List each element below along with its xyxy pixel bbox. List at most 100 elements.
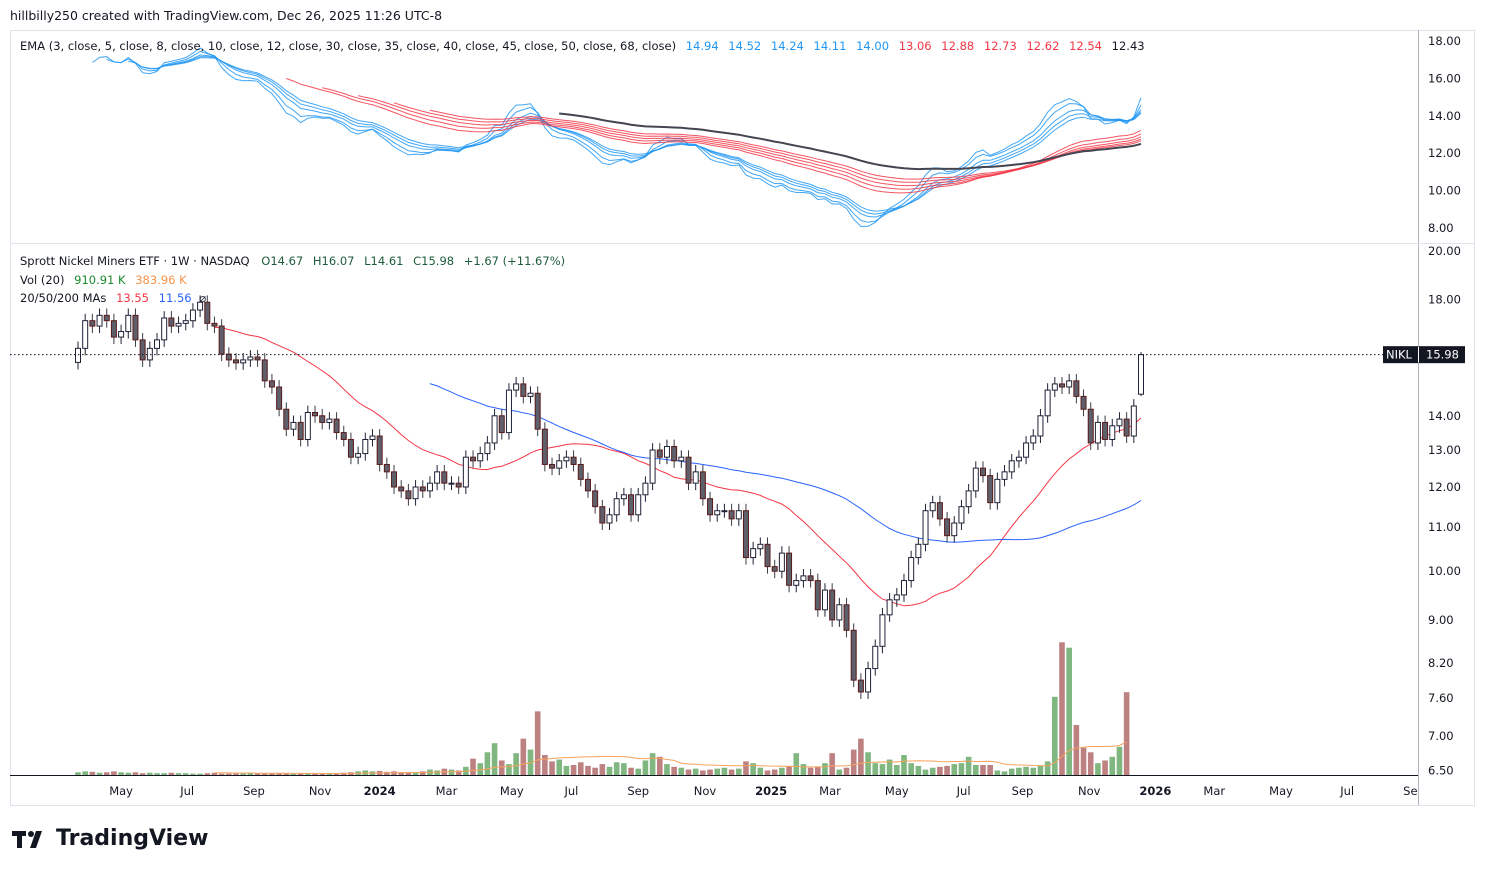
hidden-ma-icon[interactable]: ⌀	[199, 291, 206, 305]
symbol-legend[interactable]: Sprott Nickel Miners ETF · 1W · NASDAQ O…	[20, 254, 565, 268]
volume-bar	[498, 760, 505, 775]
volume-bar	[269, 773, 275, 775]
ema-value: 14.11	[814, 39, 847, 53]
candle	[448, 476, 455, 491]
volume-bar	[484, 752, 491, 775]
candle-body	[786, 552, 793, 586]
volume-bar	[1059, 642, 1065, 775]
candle	[965, 483, 972, 514]
ma-legend[interactable]: 20/50/200 MAs 13.55 11.56 ⌀	[20, 291, 206, 305]
candle	[455, 476, 462, 494]
candle-body	[1066, 380, 1073, 388]
ema-axis-tick: 14.00	[1428, 109, 1461, 123]
volume-bar	[506, 764, 512, 775]
volume-bar	[779, 767, 785, 775]
candle-body	[563, 456, 570, 462]
ema-price-axis[interactable]: 18.00 16.00 14.00 12.00 10.00 8.00	[1428, 34, 1461, 235]
candle	[685, 450, 692, 491]
ema-legend[interactable]: EMA (3, close, 5, close, 8, close, 10, c…	[20, 39, 1145, 53]
candle-body	[355, 453, 362, 458]
volume-bar	[405, 772, 412, 775]
volume-bar	[757, 767, 764, 775]
volume-bar	[154, 773, 160, 775]
volume-bar	[139, 773, 146, 775]
candle-body	[1051, 383, 1058, 391]
volume-bar	[168, 772, 175, 775]
volume-bar	[944, 765, 950, 775]
candle	[671, 439, 678, 468]
candle	[613, 491, 620, 522]
candle-body	[764, 543, 771, 568]
candle-body	[656, 449, 663, 458]
candle-body	[340, 432, 347, 440]
candle-body	[872, 645, 879, 670]
candle	[728, 503, 735, 526]
candle	[304, 405, 311, 447]
volume-bar	[829, 753, 835, 775]
candle	[742, 503, 749, 565]
candle-body	[498, 415, 505, 434]
candle-body	[944, 518, 951, 537]
candle-body	[1023, 442, 1030, 458]
candle-body	[146, 347, 153, 361]
volume-bar	[750, 763, 756, 775]
volume-bar	[1008, 768, 1015, 775]
candle-body	[958, 506, 965, 524]
candle	[857, 673, 864, 699]
volume-bar	[226, 773, 232, 775]
candle-body	[570, 456, 577, 465]
volume-bar	[893, 765, 900, 775]
main-price-axis[interactable]: 20.00 18.00 14.00 13.00 12.00 11.00 10.00 9.00 8…	[1428, 244, 1461, 777]
candle-body	[513, 383, 520, 391]
candle-body	[118, 331, 125, 338]
candle-body	[900, 580, 907, 596]
candle-body	[814, 580, 821, 611]
candle	[714, 503, 721, 522]
volume-bar	[297, 773, 304, 775]
candle-body	[75, 347, 81, 363]
candle	[484, 436, 491, 461]
candle	[656, 443, 663, 465]
candle	[764, 537, 771, 574]
candle	[929, 495, 936, 518]
volume-bar	[384, 771, 390, 775]
candle	[75, 341, 81, 370]
candle-body	[865, 668, 872, 693]
candle-body	[793, 580, 800, 586]
candle-body	[383, 463, 390, 473]
candle	[807, 568, 814, 588]
candle-body	[908, 557, 915, 582]
tradingview-logo[interactable]: TradingView	[12, 826, 208, 851]
candle	[944, 511, 951, 543]
volume-bar	[434, 770, 440, 775]
candle	[1030, 429, 1037, 450]
time-axis-tick: May	[885, 784, 909, 798]
candle	[786, 546, 793, 593]
volume-bar	[980, 765, 986, 775]
time-axis-tick: Nov	[309, 784, 332, 798]
candle	[470, 450, 477, 468]
volume-bar	[527, 749, 534, 775]
candle	[405, 483, 412, 506]
candle-body	[757, 543, 764, 550]
candle-body	[821, 589, 828, 611]
volume-bar	[319, 773, 326, 775]
candle	[1008, 453, 1015, 479]
candle	[987, 468, 994, 510]
volume-bar	[1087, 752, 1094, 775]
ema-40-line	[357, 95, 1142, 187]
candle	[1123, 412, 1130, 444]
ema-value: 12.73	[984, 39, 1017, 53]
candle-body	[154, 339, 161, 349]
volume-bar	[577, 762, 584, 775]
candle-body	[606, 514, 613, 524]
candle	[333, 412, 340, 440]
volume-legend[interactable]: Vol (20) 910.91 K 383.96 K	[20, 273, 187, 287]
candle	[1109, 418, 1116, 447]
candle-body	[1109, 425, 1116, 440]
candle	[204, 295, 211, 331]
candle	[836, 597, 843, 627]
time-axis-tick: Sep	[627, 784, 649, 798]
time-axis[interactable]: May Jul Sep Nov 2024 Mar May Jul Sep Nov 2025 Mar Ma…	[109, 784, 1417, 798]
